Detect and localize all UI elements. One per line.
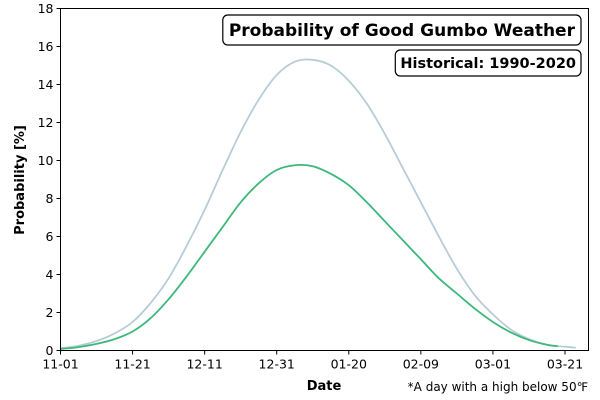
y-tick-label: 16 <box>38 39 54 54</box>
plot-frame <box>60 8 589 351</box>
y-tick-label: 8 <box>46 191 54 206</box>
title-box: Probability of Good Gumbo Weather <box>222 14 582 46</box>
x-axis-title: Date <box>307 379 342 394</box>
series-layer <box>60 58 576 350</box>
x-axis: 11-01 11-21 12-11 12-31 01-20 02-09 03-01 03-21 <box>42 350 583 372</box>
x-tick-label: 12-11 <box>186 357 222 372</box>
x-tick-label: 02-09 <box>403 357 439 372</box>
x-tick-label: 01-20 <box>331 357 367 372</box>
y-tick-label: 12 <box>38 115 54 130</box>
x-tick-label: 03-21 <box>547 357 583 372</box>
subtitle-box-frame <box>394 49 582 77</box>
y-tick-label: 0 <box>46 343 54 358</box>
y-axis-title: Probability [%] <box>13 125 28 235</box>
x-tick-label: 11-21 <box>114 357 150 372</box>
y-tick-label: 4 <box>46 267 54 282</box>
y-tick-label: 18 <box>38 1 54 16</box>
y-tick-label: 6 <box>46 229 54 244</box>
y-tick-label: 14 <box>38 77 54 92</box>
x-tick-label: 11-01 <box>42 357 78 372</box>
y-tick-label: 10 <box>38 153 54 168</box>
x-tick-label: 12-31 <box>259 357 295 372</box>
title-box-frame <box>222 14 582 46</box>
footnote: *A day with a high below 50℉ <box>408 380 588 394</box>
x-tick-label: 03-01 <box>475 357 511 372</box>
y-axis: 0 2 4 6 8 10 12 14 16 18 <box>38 1 61 358</box>
series-line-2 <box>60 163 558 350</box>
series-line-1 <box>60 58 576 350</box>
chart-subtitle: Historical: 1990-2020 <box>400 56 576 72</box>
subtitle-box: Historical: 1990-2020 <box>394 49 582 77</box>
y-tick-label: 2 <box>46 305 54 320</box>
chart-title: Probability of Good Gumbo Weather <box>229 21 576 41</box>
